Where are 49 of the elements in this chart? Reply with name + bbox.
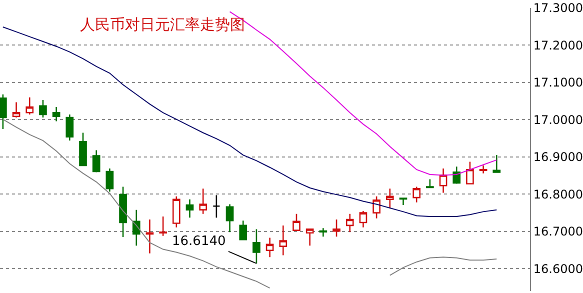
- candlestick: [492, 154, 501, 173]
- candlestick: [52, 106, 60, 122]
- candlestick: [292, 213, 300, 231]
- y-tick-label: 17.2000: [533, 38, 583, 52]
- candlestick: [452, 166, 461, 184]
- candlestick: [172, 196, 180, 228]
- candlestick: [226, 204, 234, 233]
- y-tick-label: 17.3000: [533, 1, 583, 16]
- candlestick: [239, 220, 248, 240]
- y-tick-label: 17.1000: [533, 76, 583, 90]
- candlestick: [399, 198, 408, 206]
- candlestick: [252, 228, 260, 264]
- candlestick: [79, 132, 87, 166]
- candlestick: [426, 178, 434, 188]
- candlestick: [159, 216, 167, 237]
- candlestick: [412, 186, 420, 204]
- candlestick: [132, 209, 140, 246]
- candlestick: [199, 188, 208, 215]
- candlestick: [92, 150, 100, 173]
- candlestick: [186, 198, 194, 218]
- candlestick: [12, 102, 20, 118]
- candlestick: [66, 114, 74, 142]
- candlestick: [0, 94, 7, 130]
- candlestick: [39, 99, 47, 118]
- candlestick: [279, 224, 288, 256]
- y-tick-label: 16.6000: [533, 262, 583, 276]
- candlestick: [119, 186, 127, 238]
- candlestick: [26, 96, 34, 116]
- candlestick: [212, 194, 220, 218]
- annotation: 16.6140: [172, 234, 226, 249]
- text: 人民币对日元汇率走势图: [80, 15, 245, 34]
- line-series: [229, 11, 498, 176]
- candlestick: [466, 161, 474, 184]
- candlestick: [359, 210, 368, 228]
- candlestick: [332, 218, 340, 238]
- candlestick: [319, 227, 328, 238]
- candlestick: [479, 164, 488, 174]
- candlestick: [386, 188, 394, 209]
- y-tick-label: 16.7000: [533, 224, 583, 239]
- candlestick: [346, 213, 354, 233]
- candlestick: [372, 196, 380, 220]
- y-tick-label: 17.0000: [533, 112, 583, 127]
- candlestick: [439, 168, 448, 194]
- candlestick: [306, 228, 314, 246]
- y-tick-label: 16.9000: [533, 150, 583, 164]
- candlestick: [146, 218, 154, 254]
- candlestick: [266, 237, 274, 258]
- candlestick: [106, 168, 114, 192]
- y-tick-label: 16.8000: [533, 187, 583, 202]
